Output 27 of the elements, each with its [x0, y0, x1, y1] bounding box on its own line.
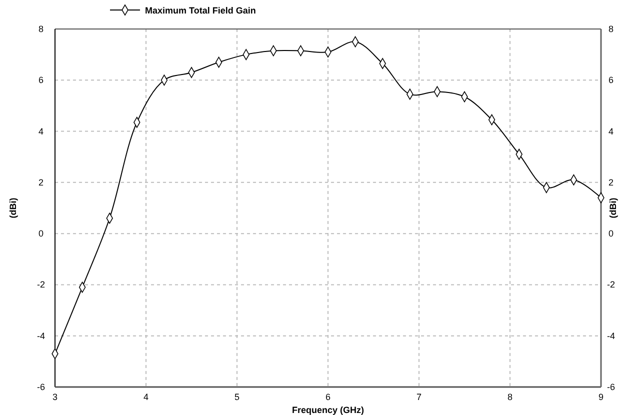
y2-tick-label: 4 — [608, 126, 614, 136]
x-tick-label: 7 — [416, 392, 422, 402]
y-tick-label: 4 — [38, 126, 44, 136]
y-tick-label: 6 — [38, 75, 44, 86]
x-axis-title: Frequency (GHz) — [292, 405, 364, 415]
x-tick-label: 6 — [325, 392, 331, 402]
x-tick-label: 3 — [52, 392, 58, 402]
x-tick-label: 9 — [598, 392, 604, 402]
y2-tick-label: -6 — [606, 382, 616, 392]
y2-tick-label: 8 — [608, 24, 614, 34]
y2-axis-title: (dBi) — [608, 198, 618, 218]
x-tick-label: 8 — [507, 392, 513, 402]
y-tick-label: -2 — [36, 280, 46, 290]
y-tick-label: -4 — [36, 330, 46, 341]
y2-tick-label: 0 — [608, 228, 614, 239]
y-axis-title: (dBi) — [8, 198, 18, 218]
y-tick-label: -6 — [36, 382, 46, 392]
y-tick-label: 8 — [38, 24, 44, 34]
y-tick-label: 0 — [38, 228, 44, 239]
legend-label: Maximum Total Field Gain — [145, 6, 256, 16]
y2-tick-label: -4 — [606, 330, 616, 341]
y-tick-label: 2 — [38, 177, 44, 188]
y2-tick-label: -2 — [606, 280, 616, 290]
y2-tick-label: 6 — [608, 75, 614, 86]
y2-tick-label: 2 — [608, 177, 614, 188]
x-tick-label: 4 — [143, 392, 149, 402]
x-tick-label: 5 — [234, 392, 240, 402]
